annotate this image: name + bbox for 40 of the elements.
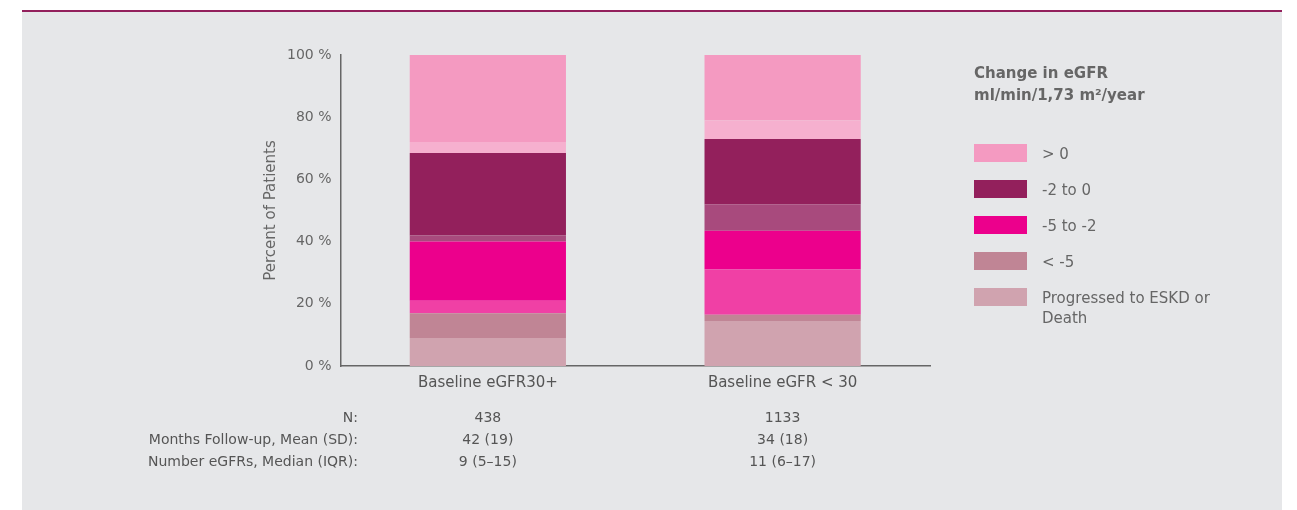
bar bbox=[409, 338, 566, 366]
bar bbox=[704, 120, 861, 139]
bar bbox=[409, 55, 566, 143]
text: 11 (6–17) bbox=[749, 452, 817, 469]
text: 34 (18) bbox=[757, 430, 809, 447]
bar bbox=[704, 55, 861, 121]
bar bbox=[409, 142, 566, 153]
bar bbox=[704, 314, 861, 321]
text: Number eGFRs, Median (IQR): bbox=[147, 452, 358, 469]
text: 1133 bbox=[764, 408, 801, 425]
legend-label: Progressed to ESKD or Death bbox=[1042, 288, 1211, 328]
y-tick-label: 80 % bbox=[295, 107, 332, 124]
y-tick-label: 60 % bbox=[295, 170, 332, 187]
y-tick-label: 20 % bbox=[295, 294, 332, 311]
legend-label: -5 to -2 bbox=[1042, 216, 1097, 236]
text: 438 bbox=[474, 408, 502, 425]
text: 42 (19) bbox=[462, 430, 514, 447]
bar bbox=[704, 230, 861, 270]
y-tick-label: 0 % bbox=[304, 356, 332, 373]
legend-label: -2 to 0 bbox=[1042, 180, 1092, 200]
y-axis-title: Percent of Patients bbox=[260, 140, 279, 281]
legend-label: > 0 bbox=[1042, 144, 1069, 164]
legend-label: < -5 bbox=[1042, 252, 1075, 272]
bar bbox=[704, 204, 861, 231]
y-tick-label: 40 % bbox=[295, 232, 332, 249]
x-tick-label: Baseline eGFR < 30 bbox=[707, 372, 858, 391]
text: N: bbox=[342, 408, 358, 425]
legend-title: Change in eGFR ml/min/1,73 m²/year bbox=[974, 63, 1146, 106]
bar bbox=[704, 320, 861, 366]
bar bbox=[704, 269, 861, 315]
x-tick-label: Baseline eGFR30+ bbox=[417, 372, 558, 391]
bar bbox=[704, 138, 861, 205]
bar bbox=[409, 235, 566, 242]
text: Months Follow-up, Mean (SD): bbox=[148, 430, 358, 447]
bar bbox=[409, 300, 566, 314]
bar bbox=[409, 241, 566, 301]
bar bbox=[409, 313, 566, 339]
text: 9 (5–15) bbox=[458, 452, 517, 469]
y-tick-label: 100 % bbox=[286, 45, 332, 62]
bar bbox=[409, 152, 566, 236]
